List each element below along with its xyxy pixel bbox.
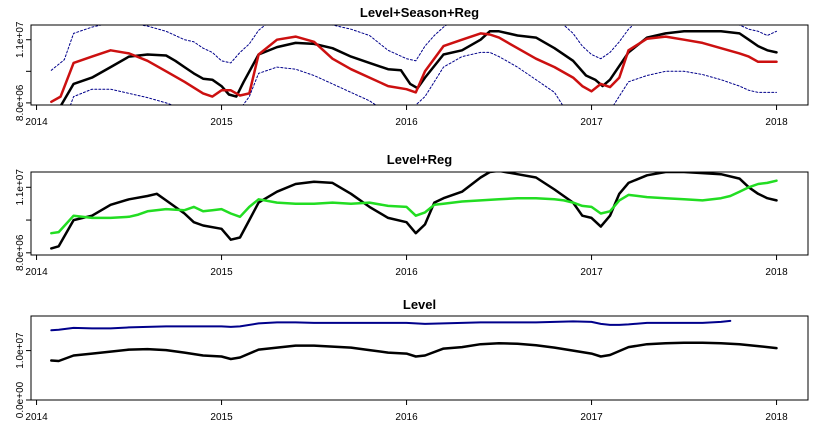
x-tick-label: 2015 bbox=[210, 267, 233, 278]
x-tick-label: 2016 bbox=[395, 117, 418, 128]
x-tick-label: 2015 bbox=[210, 117, 233, 128]
x-tick-label: 2016 bbox=[395, 267, 418, 278]
x-tick-label: 2014 bbox=[25, 267, 48, 278]
x-tick-label: 2014 bbox=[25, 412, 48, 423]
x-tick-label: 2018 bbox=[765, 267, 788, 278]
y-tick-label: 1.1e+07 bbox=[15, 169, 26, 206]
chart-panel-2: Level+Reg 2014 2015 2016 2017 2018 8.0e+06 1.1e… bbox=[15, 152, 809, 278]
chart-title: Level bbox=[403, 297, 436, 312]
series-line-4 bbox=[69, 88, 174, 105]
y-tick-label: 1.1e+07 bbox=[15, 21, 26, 58]
series-line-7 bbox=[414, 51, 564, 105]
series-line-8 bbox=[562, 25, 634, 60]
series-line-2 bbox=[50, 319, 732, 332]
series-line-6 bbox=[330, 25, 448, 62]
plot-frame bbox=[30, 24, 809, 106]
chart-title: Level+Season+Reg bbox=[360, 5, 479, 20]
series-line-9 bbox=[612, 70, 777, 105]
series-group bbox=[50, 25, 778, 105]
series-group bbox=[50, 172, 778, 250]
chart-panel-3: Level 2014 2015 2016 2017 2018 0.0e+00 1.0e+07 bbox=[15, 297, 809, 423]
x-tick-label: 2015 bbox=[210, 412, 233, 423]
y-tick-label: 8.0e+06 bbox=[15, 234, 26, 271]
x-tick-label: 2018 bbox=[765, 412, 788, 423]
x-tick-label: 2014 bbox=[25, 117, 48, 128]
series-line-10 bbox=[737, 25, 777, 36]
plot-frame bbox=[30, 315, 809, 401]
x-tick-label: 2016 bbox=[395, 412, 418, 423]
series-line-1 bbox=[59, 30, 778, 105]
y-tick-label: 0.0e+00 bbox=[15, 381, 26, 418]
series-line-1 bbox=[50, 341, 778, 363]
x-tick-label: 2018 bbox=[765, 117, 788, 128]
chart-title: Level+Reg bbox=[387, 152, 452, 167]
series-group bbox=[50, 319, 778, 363]
plot-frame bbox=[30, 171, 809, 256]
chart-panel-1: Level+Season+Reg 2014 2015 2016 2017 2018 8.0e… bbox=[15, 5, 809, 128]
y-tick-label: 1.0e+07 bbox=[15, 332, 26, 369]
x-tick-label: 2017 bbox=[580, 117, 603, 128]
series-line-3 bbox=[50, 25, 266, 71]
y-tick-label: 8.0e+06 bbox=[15, 84, 26, 121]
x-tick-label: 2017 bbox=[580, 267, 603, 278]
x-tick-label: 2017 bbox=[580, 412, 603, 423]
series-line-2 bbox=[50, 32, 778, 104]
series-line-5 bbox=[242, 66, 377, 105]
series-line-2 bbox=[50, 179, 778, 235]
